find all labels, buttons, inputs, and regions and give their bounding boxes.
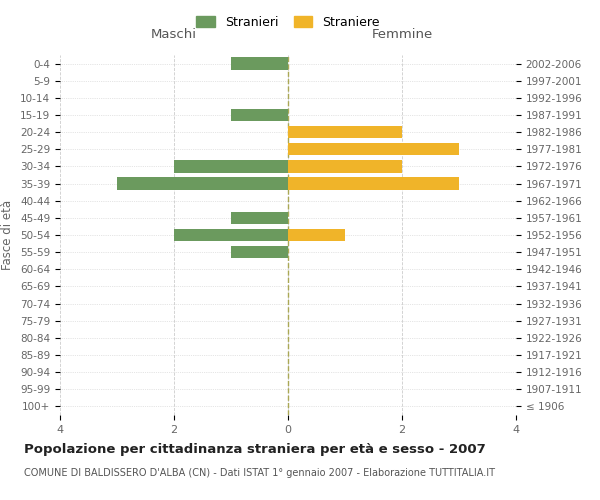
Bar bbox=[288, 126, 402, 138]
Bar bbox=[174, 160, 288, 172]
Bar bbox=[288, 229, 345, 241]
Y-axis label: Fasce di età: Fasce di età bbox=[1, 200, 14, 270]
Bar bbox=[231, 109, 288, 121]
Bar bbox=[231, 58, 288, 70]
Bar bbox=[117, 178, 288, 190]
Bar bbox=[174, 229, 288, 241]
Y-axis label: Anni di nascita: Anni di nascita bbox=[596, 192, 600, 278]
Bar bbox=[288, 143, 459, 156]
Text: Maschi: Maschi bbox=[151, 28, 197, 40]
Text: Popolazione per cittadinanza straniera per età e sesso - 2007: Popolazione per cittadinanza straniera p… bbox=[24, 442, 486, 456]
Legend: Stranieri, Straniere: Stranieri, Straniere bbox=[191, 11, 385, 34]
Bar bbox=[288, 160, 402, 172]
Bar bbox=[288, 178, 459, 190]
Bar bbox=[231, 212, 288, 224]
Text: Femmine: Femmine bbox=[371, 28, 433, 40]
Text: COMUNE DI BALDISSERO D'ALBA (CN) - Dati ISTAT 1° gennaio 2007 - Elaborazione TUT: COMUNE DI BALDISSERO D'ALBA (CN) - Dati … bbox=[24, 468, 495, 477]
Bar bbox=[231, 246, 288, 258]
